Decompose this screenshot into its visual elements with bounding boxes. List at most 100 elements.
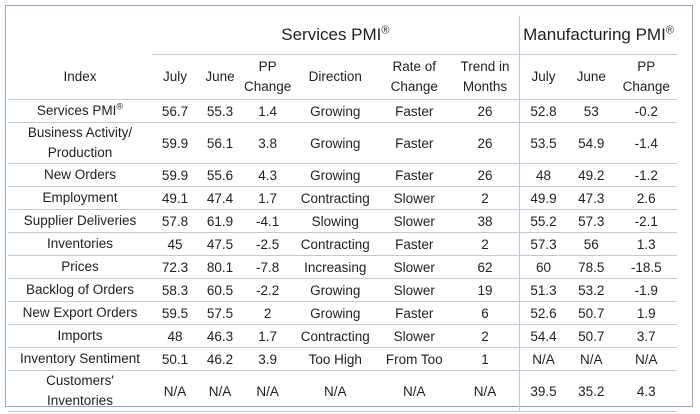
- col-index: Index: [8, 54, 152, 100]
- table-row: Inventories 45 47.5 -2.5 Contracting Faster 2 5…: [8, 232, 678, 256]
- cell-direction: Increasing: [293, 255, 378, 279]
- cell-trend: 62: [451, 255, 520, 279]
- cell-mfg-pp: 1.9: [615, 301, 678, 325]
- cell-svc-pp: 2: [242, 301, 294, 325]
- registered-mark: ®: [381, 24, 390, 37]
- cell-svc-june: N/A: [198, 370, 242, 412]
- manufacturing-pmi-header: Manufacturing PMI®: [519, 16, 678, 55]
- row-index-label: New Export Orders: [22, 305, 138, 320]
- cell-mfg-july: N/A: [519, 347, 568, 371]
- cell-direction: Slowing: [293, 209, 378, 233]
- cell-svc-june: 47.4: [198, 186, 242, 210]
- cell-svc-june: 80.1: [198, 255, 242, 279]
- row-index-label: Business Activity/: [27, 125, 133, 140]
- cell-svc-june: 47.5: [198, 232, 242, 256]
- cell-direction: Growing: [293, 278, 378, 302]
- cell-svc-pp: -7.8: [242, 255, 294, 279]
- cell-direction: Contracting: [293, 232, 378, 256]
- row-index-label: Inventories: [46, 393, 114, 408]
- col-mfg-july: July: [519, 54, 568, 100]
- col-direction: Direction: [293, 54, 378, 100]
- cell-mfg-pp: -2.1: [615, 209, 678, 233]
- row-index-label: Backlog of Orders: [25, 282, 135, 297]
- row-index-cell: Business Activity/Production: [8, 122, 152, 164]
- cell-mfg-june: 50.7: [567, 301, 616, 325]
- cell-trend: 26: [451, 163, 520, 187]
- cell-svc-june: 60.5: [198, 278, 242, 302]
- services-pmi-title: Services PMI: [281, 25, 382, 44]
- cell-trend: N/A: [451, 370, 520, 412]
- cell-mfg-july: 52.8: [519, 99, 568, 123]
- cell-trend: 2: [451, 324, 520, 348]
- row-index-cell: Customers' Inventories: [8, 370, 152, 412]
- cell-svc-july: 48: [152, 324, 198, 348]
- cell-svc-june: 46.2: [198, 347, 242, 371]
- col-direction-label: Direction: [308, 69, 362, 84]
- cell-trend: 26: [451, 122, 520, 164]
- cell-rate: N/A: [377, 370, 452, 412]
- cell-mfg-pp: 1.3: [615, 232, 678, 256]
- cell-trend: 26: [451, 99, 520, 123]
- cell-mfg-july: 51.3: [519, 278, 568, 302]
- cell-mfg-pp: -1.2: [615, 163, 678, 187]
- row-index-cell: Services PMI®: [8, 99, 152, 123]
- table-row: Customers' Inventories N/A N/A N/A N/A N/A N/A 3…: [8, 370, 678, 412]
- row-index-cell: Backlog of Orders: [8, 278, 152, 302]
- row-index-cell: Prices: [8, 255, 152, 279]
- row-index-label: Inventories: [46, 236, 114, 251]
- services-pmi-header: Services PMI®: [152, 16, 520, 55]
- cell-rate: Faster: [377, 99, 452, 123]
- cell-rate: Slower: [377, 324, 452, 348]
- cell-rate: Faster: [377, 122, 452, 164]
- cell-mfg-pp: 4.3: [615, 370, 678, 412]
- row-index-cell: New Orders: [8, 163, 152, 187]
- cell-direction: Growing: [293, 122, 378, 164]
- row-index-label: Services PMI: [36, 103, 117, 118]
- cell-svc-july: 59.9: [152, 122, 198, 164]
- cell-svc-july: 56.7: [152, 99, 198, 123]
- table-row: Imports 48 46.3 1.7 Contracting Slower 2 54.4 50…: [8, 324, 678, 348]
- cell-mfg-july: 57.3: [519, 232, 568, 256]
- row-index-label: Supplier Deliveries: [23, 213, 137, 228]
- col-mfg-june-label: June: [576, 69, 606, 84]
- cell-direction: Contracting: [293, 186, 378, 210]
- cell-direction: Too High: [293, 347, 378, 371]
- cell-svc-june: 57.5: [198, 301, 242, 325]
- cell-svc-pp: -2.5: [242, 232, 294, 256]
- col-trend-in-months: Trend in Months: [451, 54, 520, 100]
- col-svc-july: July: [152, 54, 198, 100]
- row-index-cell: Employment: [8, 186, 152, 210]
- registered-mark: ®: [665, 24, 674, 37]
- manufacturing-pmi-title: Manufacturing PMI: [523, 25, 666, 44]
- col-mfg-june: June: [567, 54, 616, 100]
- col-svc-july-label: July: [162, 69, 187, 84]
- group-header-blank: [8, 16, 152, 55]
- cell-mfg-june: 54.9: [567, 122, 616, 164]
- col-label-line: PP: [637, 59, 656, 74]
- pmi-table: Services PMI® Manufacturing PMI® Index J…: [8, 16, 678, 412]
- col-label-line: Rate of: [392, 59, 437, 74]
- table-row: Employment 49.1 47.4 1.7 Contracting Slower 2 4…: [8, 186, 678, 210]
- table-row: Business Activity/Production 59.9 56.1 3.8 G…: [8, 122, 678, 164]
- table-row: Inventory Sentiment 50.1 46.2 3.9 Too High Fr…: [8, 347, 678, 371]
- cell-svc-june: 46.3: [198, 324, 242, 348]
- cell-direction: N/A: [293, 370, 378, 412]
- col-svc-pp-change: PP Change: [242, 54, 294, 100]
- cell-svc-pp: 4.3: [242, 163, 294, 187]
- cell-svc-pp: -4.1: [242, 209, 294, 233]
- cell-svc-pp: N/A: [242, 370, 294, 412]
- col-label-line: Change: [622, 79, 670, 94]
- cell-svc-july: 72.3: [152, 255, 198, 279]
- cell-mfg-july: 53.5: [519, 122, 568, 164]
- cell-svc-pp: -2.2: [242, 278, 294, 302]
- cell-mfg-pp: -1.9: [615, 278, 678, 302]
- table-row: Supplier Deliveries 57.8 61.9 -4.1 Slowing Sl…: [8, 209, 678, 233]
- cell-rate: From Too: [377, 347, 452, 371]
- cell-direction: Growing: [293, 301, 378, 325]
- row-index-cell: Inventories: [8, 232, 152, 256]
- col-label-line: Months: [462, 79, 508, 94]
- cell-trend: 2: [451, 186, 520, 210]
- row-index-cell: Inventory Sentiment: [8, 347, 152, 371]
- col-mfg-pp-change: PP Change: [615, 54, 678, 100]
- cell-svc-july: 59.9: [152, 163, 198, 187]
